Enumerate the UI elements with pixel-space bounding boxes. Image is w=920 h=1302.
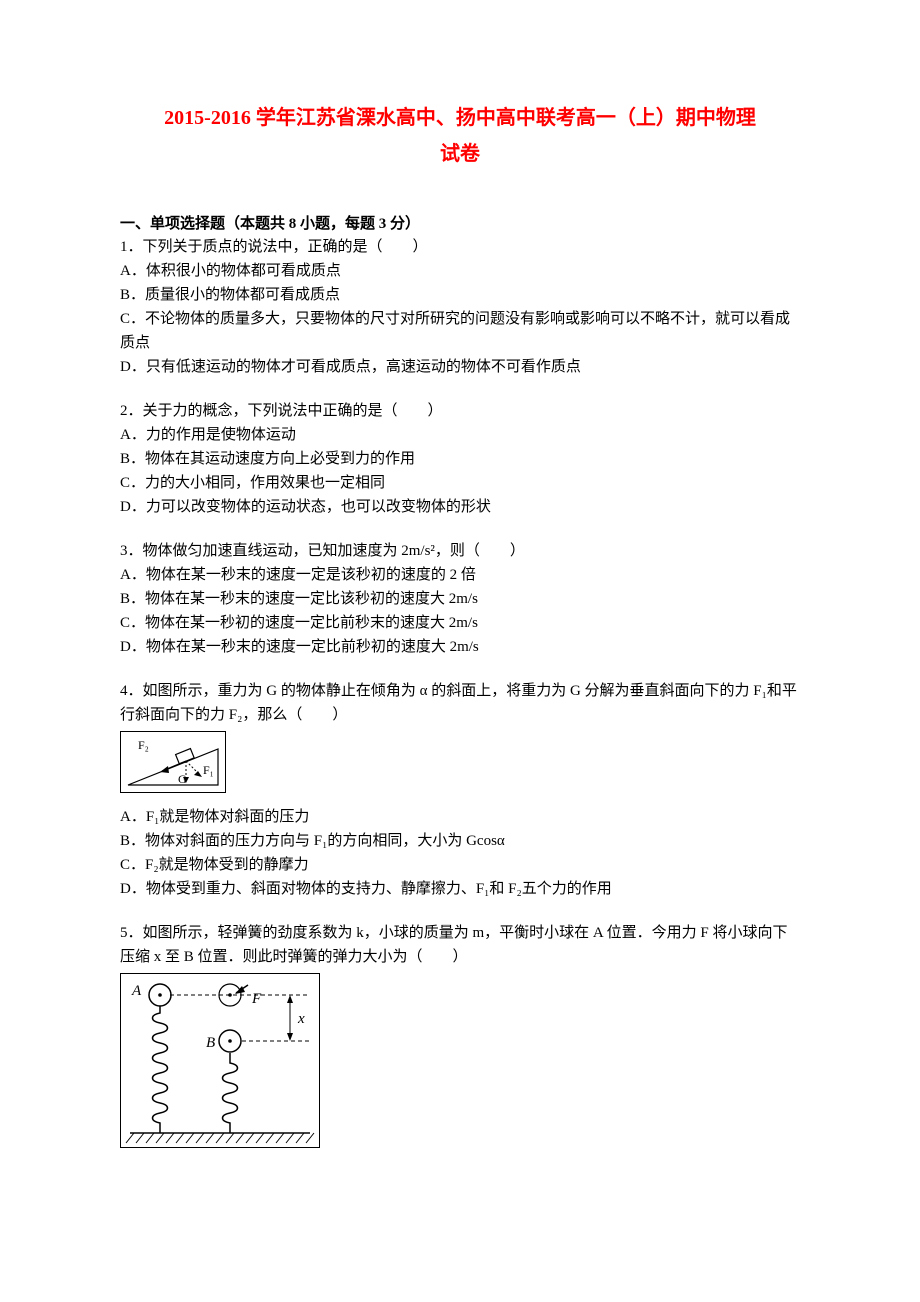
q2-option-a: A．力的作用是使物体运动: [120, 423, 800, 447]
exam-title: 2015-2016 学年江苏省溧水高中、扬中高中联考高一（上）期中物理 试卷: [120, 100, 800, 172]
q3-option-d: D．物体在某一秒末的速度一定比前秒初的速度大 2m/s: [120, 635, 800, 659]
q3-option-a: A．物体在某一秒末的速度一定是该秒初的速度的 2 倍: [120, 563, 800, 587]
q4-label-g: G: [178, 772, 187, 786]
q1-option-d: D．只有低速运动的物体才可看成质点，高速运动的物体不可看作质点: [120, 355, 800, 379]
q2-option-c: C．力的大小相同，作用效果也一定相同: [120, 471, 800, 495]
question-3: 3．物体做匀加速直线运动，已知加速度为 2m/s²，则（ ） A．物体在某一秒末…: [120, 539, 800, 659]
q3-option-c: C．物体在某一秒初的速度一定比前秒末的速度大 2m/s: [120, 611, 800, 635]
q1-option-a: A．体积很小的物体都可看成质点: [120, 259, 800, 283]
q2-option-b: B．物体在其运动速度方向上必受到力的作用: [120, 447, 800, 471]
q2-stem: 2．关于力的概念，下列说法中正确的是（ ）: [120, 399, 800, 423]
q4-stem: 4．如图所示，重力为 G 的物体静止在倾角为 α 的斜面上，将重力为 G 分解为…: [120, 679, 800, 727]
question-4: 4．如图所示，重力为 G 的物体静止在倾角为 α 的斜面上，将重力为 G 分解为…: [120, 679, 800, 901]
q1-option-c: C．不论物体的质量多大，只要物体的尺寸对所研究的问题没有影响或影响可以不略不计，…: [120, 307, 800, 355]
exam-page: 2015-2016 学年江苏省溧水高中、扬中高中联考高一（上）期中物理 试卷 一…: [0, 0, 920, 1302]
q4-label-f1: F₁: [203, 763, 214, 777]
q4-label-f2: F₂: [138, 738, 149, 752]
q1-stem: 1．下列关于质点的说法中，正确的是（ ）: [120, 235, 800, 259]
q5-label-b: B: [206, 1035, 215, 1051]
section-1-heading: 一、单项选择题（本题共 8 小题，每题 3 分）: [120, 212, 800, 233]
title-line-1: 2015-2016 学年江苏省溧水高中、扬中高中联考高一（上）期中物理: [120, 100, 800, 136]
question-2: 2．关于力的概念，下列说法中正确的是（ ） A．力的作用是使物体运动 B．物体在…: [120, 399, 800, 519]
q4-option-b: B．物体对斜面的压力方向与 F₁的方向相同，大小为 Gcosα: [120, 829, 800, 853]
q4-figure: F₂ F₁ G: [120, 731, 226, 793]
q5-figure: A B F x: [120, 973, 320, 1148]
q4-option-d: D．物体受到重力、斜面对物体的支持力、静摩擦力、F₁和 F₂五个力的作用: [120, 877, 800, 901]
title-line-2: 试卷: [120, 136, 800, 172]
q3-stem: 3．物体做匀加速直线运动，已知加速度为 2m/s²，则（ ）: [120, 539, 800, 563]
q1-option-b: B．质量很小的物体都可看成质点: [120, 283, 800, 307]
q5-label-a: A: [131, 983, 142, 999]
q4-option-c: C．F₂就是物体受到的静摩力: [120, 853, 800, 877]
question-5: 5．如图所示，轻弹簧的劲度系数为 k，小球的质量为 m，平衡时小球在 A 位置．…: [120, 921, 800, 1160]
q2-option-d: D．力可以改变物体的运动状态，也可以改变物体的形状: [120, 495, 800, 519]
q5-label-x: x: [297, 1011, 305, 1027]
q3-option-b: B．物体在某一秒末的速度一定比该秒初的速度大 2m/s: [120, 587, 800, 611]
q4-option-a: A．F₁就是物体对斜面的压力: [120, 805, 800, 829]
q5-stem: 5．如图所示，轻弹簧的劲度系数为 k，小球的质量为 m，平衡时小球在 A 位置．…: [120, 921, 800, 969]
q5-label-f: F: [251, 991, 262, 1007]
question-1: 1．下列关于质点的说法中，正确的是（ ） A．体积很小的物体都可看成质点 B．质…: [120, 235, 800, 379]
